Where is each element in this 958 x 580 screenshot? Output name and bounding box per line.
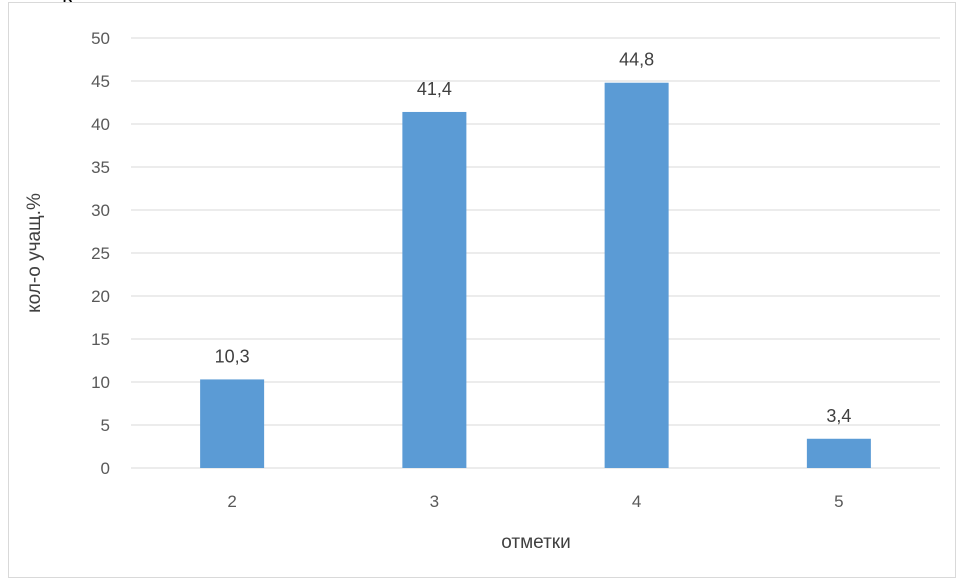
- data-label: 44,8: [619, 50, 654, 70]
- y-tick-label: 5: [101, 416, 110, 435]
- y-axis-ticks: 0 5 10 15 20 25 30 35 40 45 50: [91, 29, 110, 478]
- x-tick-label: 4: [632, 492, 641, 511]
- x-tick-label: 3: [430, 492, 439, 511]
- y-axis-label: кол-о учащ.%: [24, 193, 45, 313]
- gridlines: [131, 37, 940, 469]
- y-tick-label: 30: [91, 201, 110, 220]
- x-tick-label: 5: [834, 492, 843, 511]
- y-tick-label: 15: [91, 330, 110, 349]
- data-label: 3,4: [826, 406, 851, 426]
- x-tick-label: 2: [227, 492, 236, 511]
- data-labels: 10,3 41,4 44,8 3,4: [215, 50, 852, 426]
- y-tick-label: 0: [101, 459, 110, 478]
- y-tick-label: 35: [91, 158, 110, 177]
- data-label: 41,4: [417, 79, 452, 99]
- y-tick-label: 25: [91, 244, 110, 263]
- data-label: 10,3: [215, 346, 250, 366]
- y-tick-label: 40: [91, 115, 110, 134]
- x-axis-label: отметки: [501, 532, 570, 553]
- y-tick-label: 50: [91, 29, 110, 48]
- chart-container: [8, 2, 956, 578]
- y-tick-label: 45: [91, 72, 110, 91]
- bars: [200, 82, 871, 469]
- bar-5: [806, 438, 871, 468]
- bar-4: [604, 82, 669, 468]
- bar-3: [402, 111, 467, 469]
- y-tick-label: 20: [91, 287, 110, 306]
- bar-2: [200, 379, 265, 468]
- y-tick-label: 10: [91, 373, 110, 392]
- x-axis-ticks: 2 3 4 5: [227, 492, 843, 511]
